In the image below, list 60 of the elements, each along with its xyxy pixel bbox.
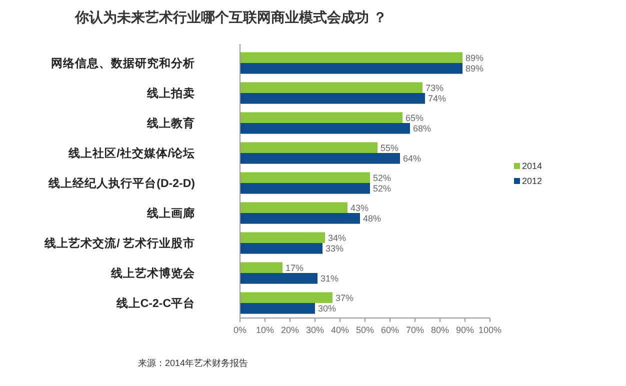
bar (240, 172, 370, 183)
data-label: 89% (466, 64, 484, 74)
bar (240, 52, 462, 63)
bar (240, 142, 378, 153)
y-tick-label: 线上艺术交流/ 艺术行业股市 (44, 236, 195, 250)
legend-label: 2012 (522, 176, 542, 186)
bar (240, 202, 348, 213)
bar (240, 292, 332, 303)
bar (240, 63, 462, 74)
x-tick-label: 70% (406, 325, 424, 335)
data-label: 43% (350, 202, 369, 213)
x-tick-label: 10% (256, 325, 274, 335)
y-tick-label: 线上C-2-C平台 (115, 296, 195, 310)
data-label: 31% (320, 274, 339, 284)
data-label: 48% (363, 214, 382, 224)
data-label: 30% (318, 304, 336, 314)
bar (240, 262, 282, 273)
y-tick-label: 线上经纪人执行平台(D-2-D) (48, 176, 196, 190)
y-tick-label: 网络信息、数据研究和分析 (51, 56, 195, 70)
y-tick-label: 线上画廊 (146, 206, 195, 220)
bar (240, 303, 315, 314)
data-label: 74% (428, 94, 446, 104)
bar (240, 213, 360, 224)
bar (240, 243, 322, 254)
source-note: 来源：2014年艺术财务报告 (138, 358, 248, 368)
bar (240, 232, 325, 243)
bar (240, 93, 425, 104)
data-label: 73% (426, 82, 444, 93)
x-tick-label: 40% (330, 325, 350, 335)
data-label: 55% (380, 142, 399, 153)
bar (240, 273, 318, 284)
y-tick-label: 线上教育 (146, 116, 195, 130)
y-tick-label: 线上拍卖 (146, 86, 195, 100)
data-label: 65% (406, 112, 424, 123)
data-label: 89% (466, 52, 484, 63)
x-tick-label: 60% (380, 325, 400, 335)
x-tick-label: 30% (306, 325, 324, 335)
data-label: 68% (413, 124, 432, 134)
data-label: 17% (286, 262, 304, 273)
bar (240, 183, 370, 194)
bar (240, 82, 422, 93)
x-tick-label: 90% (456, 325, 474, 335)
data-label: 33% (326, 244, 344, 254)
x-tick-label: 20% (280, 325, 300, 335)
x-tick-label: 80% (430, 325, 450, 335)
data-label: 64% (403, 154, 422, 164)
bar (240, 112, 402, 123)
x-tick-label: 0% (233, 325, 247, 335)
data-label: 37% (336, 292, 354, 303)
data-label: 52% (373, 172, 392, 183)
bar (240, 123, 410, 134)
data-label: 34% (328, 232, 346, 243)
y-tick-label: 线上社区/社交媒体/论坛 (68, 146, 195, 160)
bar (240, 153, 400, 164)
x-tick-label: 50% (356, 325, 374, 335)
legend-label: 2014 (522, 161, 542, 171)
data-label: 52% (373, 184, 392, 194)
y-tick-label: 线上艺术博览会 (110, 266, 196, 280)
x-tick-label: 100% (478, 325, 502, 335)
chart-title: 你认为未来艺术行业哪个互联网商业模式会成功 ？ (74, 9, 387, 25)
